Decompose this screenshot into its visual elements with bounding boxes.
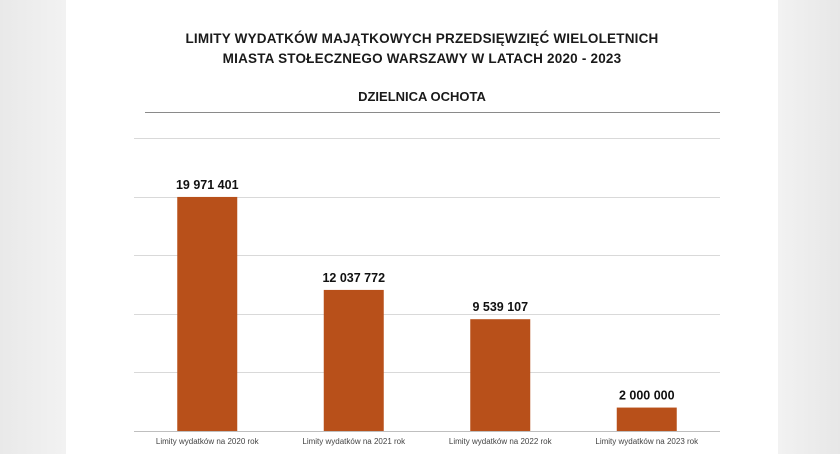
data-label-4: 2 000 000: [619, 389, 675, 403]
bar-1: [177, 196, 238, 431]
right-margin-background: [778, 0, 840, 454]
chart-title-line-2: MIASTA STOŁECZNEGO WARSZAWY W LATACH 202…: [222, 51, 622, 66]
x-tick-label-1: Limity wydatków na 2020 rok: [156, 437, 260, 446]
chart-title-line-1: LIMITY WYDATKÓW MAJĄTKOWYCH PRZEDSIĘWZIĘ…: [185, 31, 659, 46]
data-label-2: 12 037 772: [322, 271, 385, 285]
bar-2: [323, 289, 384, 431]
x-tick-label-3: Limity wydatków na 2022 rok: [449, 437, 553, 446]
bar-3: [470, 319, 531, 431]
left-margin-background: [0, 0, 66, 454]
data-label-3: 9 539 107: [472, 300, 528, 314]
title-divider: [145, 112, 720, 113]
data-label-1: 19 971 401: [176, 178, 239, 192]
chart-subtitle: DZIELNICA OCHOTA: [358, 89, 486, 104]
x-tick-label-2: Limity wydatków na 2021 rok: [302, 437, 406, 446]
x-tick-label-4: Limity wydatków na 2023 rok: [595, 437, 699, 446]
bar-4: [616, 407, 677, 431]
